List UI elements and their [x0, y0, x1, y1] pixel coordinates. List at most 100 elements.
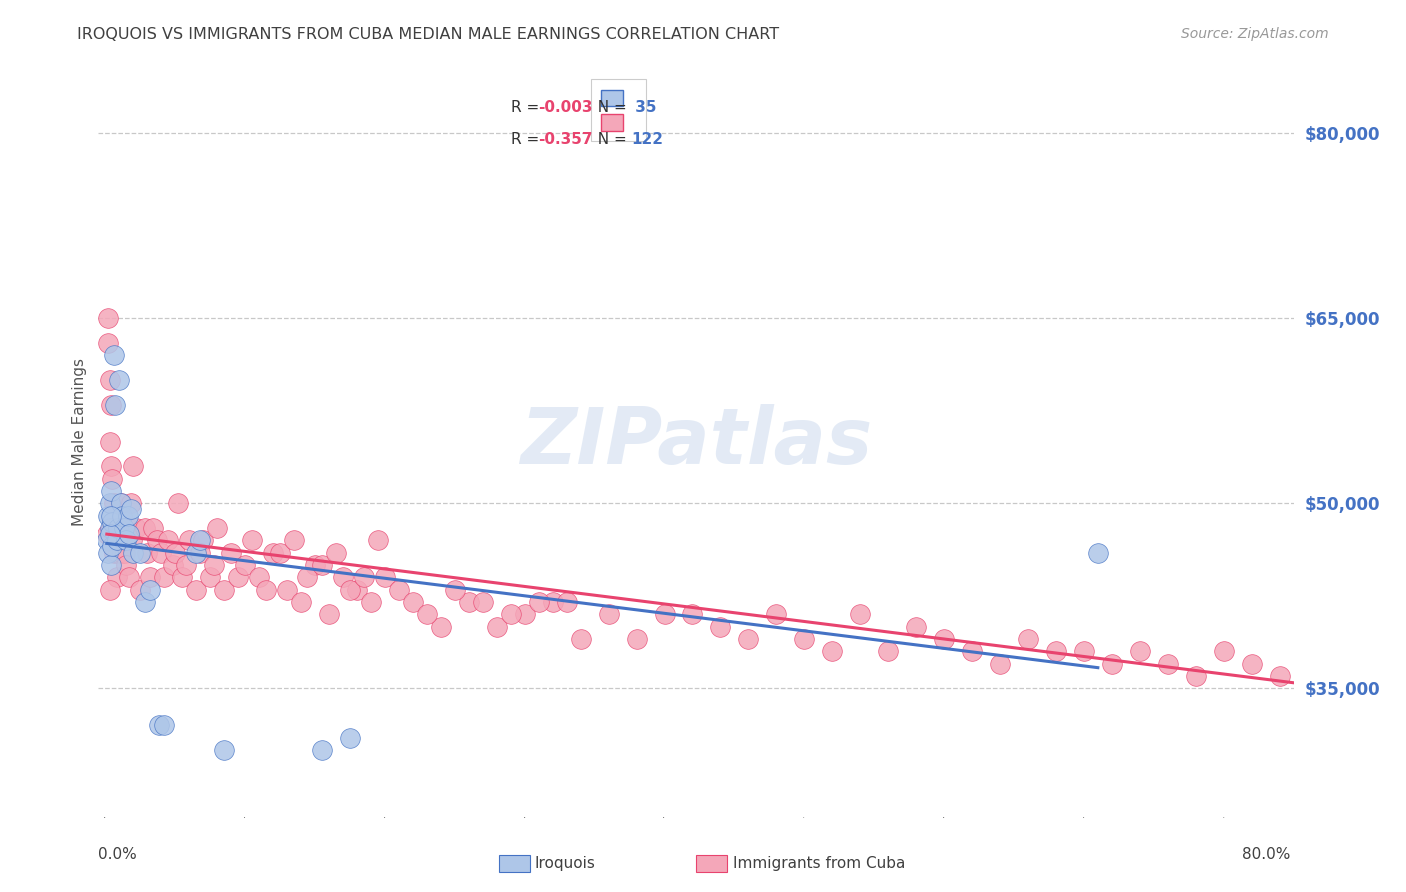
Point — [100, 521, 122, 535]
Text: Source: ZipAtlas.com: Source: ZipAtlas.com — [1181, 27, 1329, 41]
Point — [849, 607, 872, 622]
Point — [101, 471, 124, 485]
Point — [821, 644, 844, 658]
Point — [737, 632, 759, 646]
Point — [1353, 669, 1375, 683]
Point — [97, 546, 120, 560]
Point — [207, 521, 229, 535]
Point — [97, 335, 120, 350]
Point — [107, 546, 129, 560]
Text: N =: N = — [589, 100, 633, 115]
Point — [1129, 644, 1152, 658]
Point — [541, 595, 564, 609]
Point — [150, 546, 173, 560]
Point — [105, 570, 128, 584]
Point — [513, 607, 536, 622]
Point — [118, 570, 141, 584]
Point — [153, 718, 176, 732]
Point — [233, 558, 256, 572]
Point — [204, 558, 226, 572]
Point — [527, 595, 550, 609]
Point — [115, 558, 138, 572]
Point — [100, 508, 122, 523]
Point — [1073, 644, 1095, 658]
Point — [122, 546, 145, 560]
Point — [1017, 632, 1039, 646]
Point — [283, 533, 305, 548]
Text: 0.0%: 0.0% — [98, 847, 138, 862]
Point — [1184, 669, 1206, 683]
Point — [765, 607, 787, 622]
Text: 35: 35 — [630, 100, 657, 115]
Point — [96, 527, 118, 541]
Point — [290, 595, 312, 609]
Point — [98, 373, 121, 387]
Point — [318, 607, 340, 622]
Point — [304, 558, 326, 572]
Point — [1395, 681, 1406, 696]
Point — [165, 546, 187, 560]
Point — [311, 743, 333, 757]
Legend: , : , — [591, 79, 645, 141]
Point — [108, 373, 131, 387]
Point — [430, 619, 453, 633]
Point — [100, 483, 122, 498]
Point — [1157, 657, 1180, 671]
Point — [555, 595, 578, 609]
Point — [103, 348, 125, 362]
Text: Iroquois: Iroquois — [534, 856, 595, 871]
Point — [172, 570, 194, 584]
Text: 122: 122 — [631, 132, 664, 147]
Point — [1240, 657, 1263, 671]
Point — [98, 527, 121, 541]
Point — [110, 496, 132, 510]
Point — [98, 434, 121, 449]
Point — [110, 496, 132, 510]
Text: N =: N = — [589, 132, 633, 147]
Point — [100, 558, 122, 572]
Point — [247, 570, 270, 584]
Text: -0.357: -0.357 — [538, 132, 593, 147]
Point — [200, 570, 222, 584]
Point — [115, 533, 138, 548]
Point — [654, 607, 676, 622]
Point — [212, 582, 235, 597]
Point — [117, 521, 139, 535]
Point — [146, 533, 169, 548]
Point — [179, 533, 201, 548]
Point — [1087, 546, 1109, 560]
Point — [1045, 644, 1067, 658]
Point — [212, 743, 235, 757]
Point — [262, 546, 284, 560]
Point — [1339, 657, 1361, 671]
Point — [162, 558, 184, 572]
Point — [121, 533, 143, 548]
Point — [153, 570, 176, 584]
Text: -0.003: -0.003 — [538, 100, 593, 115]
Point — [1101, 657, 1123, 671]
Point — [1310, 669, 1333, 683]
Text: IROQUOIS VS IMMIGRANTS FROM CUBA MEDIAN MALE EARNINGS CORRELATION CHART: IROQUOIS VS IMMIGRANTS FROM CUBA MEDIAN … — [77, 27, 779, 42]
Point — [157, 533, 180, 548]
Point — [1268, 669, 1291, 683]
Point — [117, 508, 139, 523]
Point — [499, 607, 522, 622]
Point — [142, 521, 165, 535]
Text: ZIPatlas: ZIPatlas — [520, 403, 872, 480]
Text: 80.0%: 80.0% — [1243, 847, 1291, 862]
Point — [1367, 681, 1389, 696]
Point — [103, 496, 125, 510]
Point — [101, 533, 124, 548]
Point — [114, 546, 136, 560]
Point — [346, 582, 368, 597]
Point — [905, 619, 928, 633]
Point — [626, 632, 648, 646]
Point — [388, 582, 411, 597]
Point — [108, 521, 131, 535]
Point — [167, 496, 190, 510]
Point — [269, 546, 291, 560]
Point — [877, 644, 900, 658]
Point — [129, 546, 152, 560]
Point — [139, 570, 162, 584]
Point — [960, 644, 983, 658]
